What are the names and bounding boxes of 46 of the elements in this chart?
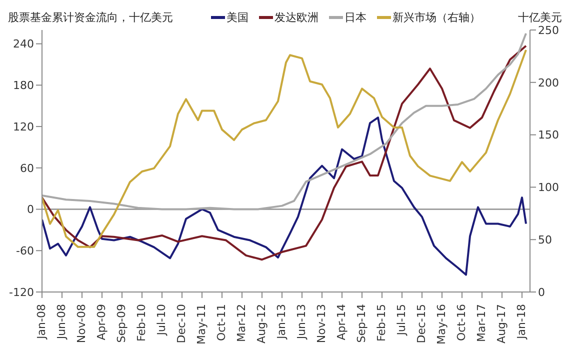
x-tick-label: Dec-15 [415,304,428,344]
x-tick-label: Sep-09 [115,304,128,343]
y-tick-label: -120 [9,286,34,299]
x-tick-label: Jul-10 [155,304,168,336]
x-tick-label: Jun-08 [55,304,68,340]
x-tick-label: May-11 [195,304,208,345]
x-tick-label: May-16 [435,304,448,345]
line-series [42,116,527,276]
x-tick-label: Oct-16 [455,304,468,341]
legend-label: 新兴市场（右轴） [392,10,480,25]
y-tick-label: 180 [13,79,34,92]
x-tick-label: Jul-15 [395,304,408,336]
y2-tick-label: 250 [538,24,559,37]
y2-axis-title: 十亿美元 [518,10,562,25]
x-tick-label: Aug-17 [495,304,508,344]
y2-tick-label: 200 [538,76,559,90]
x-tick-label: Mar-17 [475,304,488,342]
x-tick-label: Jan-13 [275,304,288,340]
x-tick-label: Nov-08 [75,304,88,344]
x-tick-label: Dec-10 [175,304,188,344]
x-tick-label: Aug-12 [255,304,268,344]
y2-tick-label: 50 [538,234,552,247]
y-tick-label: -60 [16,244,34,258]
x-tick-label: Nov-13 [315,304,328,344]
x-tick-label: Feb-10 [135,304,148,342]
x-tick-label: Jan-18 [515,304,528,340]
legend-label: 美国 [226,10,248,25]
x-tick-label: Jun-13 [295,304,308,340]
x-tick-label: Jan-08 [35,304,48,340]
y-tick-label: 60 [20,162,34,175]
y2-tick-label: 100 [538,181,559,194]
line-series [42,32,527,210]
legend-label: 发达欧洲 [274,10,318,25]
y-tick-label: 0 [27,203,34,216]
x-tick-label: Apr-09 [95,304,108,340]
x-tick-label: Sep-14 [355,304,368,343]
y-tick-label: 240 [13,38,34,51]
x-tick-label: Feb-15 [375,304,388,342]
y2-tick-label: 150 [538,128,559,142]
x-tick-label: Apr-14 [335,304,348,340]
y-axis-title: 股票基金累计资金流向，十亿美元 [8,10,173,25]
y-tick-label: 120 [13,120,34,134]
legend-label: 日本 [344,10,366,25]
x-tick-label: Mar-12 [235,304,248,342]
x-tick-label: Oct-11 [215,304,228,341]
y2-tick-label: 0 [538,286,545,299]
